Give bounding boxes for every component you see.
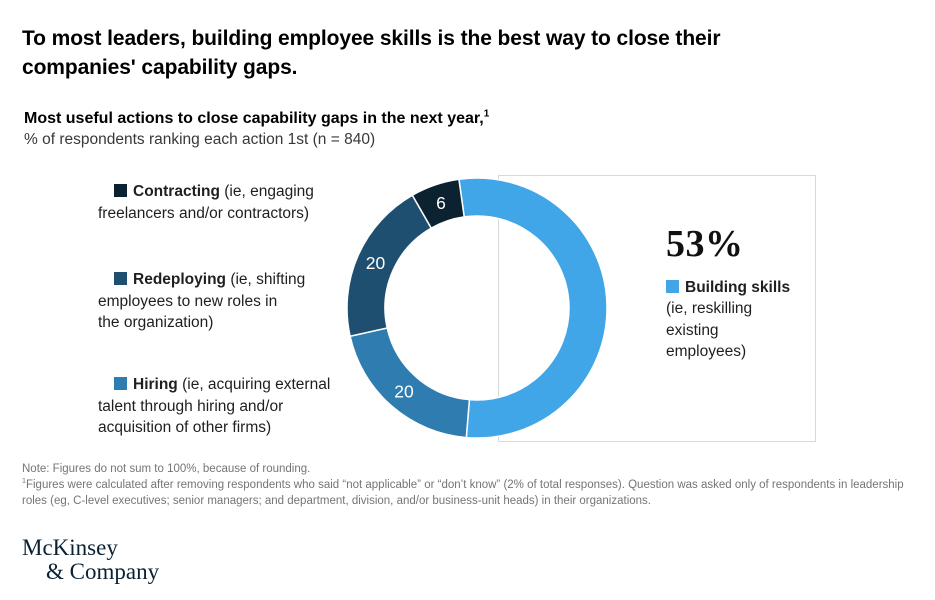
footnote-marker: 1 <box>22 477 26 486</box>
donut-slice <box>458 177 608 439</box>
legend-desc-lines: talent through hiring and/or acquisition … <box>98 396 383 439</box>
text-line: talent through hiring and/or <box>98 397 284 415</box>
legend-line: Redeploying (ie, shifting <box>98 269 383 291</box>
legend-label: Redeploying <box>133 271 227 288</box>
highlight-building-skills: 53% Building skills (ie, reskilling exist… <box>666 224 806 363</box>
footnote-text: Figures were calculated after removing r… <box>22 479 904 507</box>
text-line: employees to new roles in <box>98 292 278 310</box>
legend-item-hiring: Hiring (ie, acquiring external talent th… <box>98 374 383 439</box>
slice-value-label: 20 <box>394 382 414 402</box>
building-skills-swatch-icon <box>666 280 679 293</box>
text-line: the organization) <box>98 314 214 331</box>
highlight-value: 53% <box>666 223 744 265</box>
highlight-legend-line: Building skills <box>666 277 806 298</box>
legend-line: Hiring (ie, acquiring external <box>98 374 383 396</box>
legend-desc: (ie, acquiring external <box>177 376 331 393</box>
highlight-label: Building skills <box>685 279 791 296</box>
legend-desc-lines: employees to new roles in the organizatio… <box>98 291 383 334</box>
mckinsey-logo: McKinsey & Company <box>22 536 282 584</box>
footnotes: Note: Figures do not sum to 100%, becaus… <box>22 461 919 509</box>
chart-subtitle: Most useful actions to close capability … <box>24 108 724 150</box>
page-title: To most leaders, building employee skill… <box>22 27 721 79</box>
slice-value-label: 6 <box>436 193 446 213</box>
legend-label: Contracting <box>133 183 220 200</box>
legend-item-redeploying: Redeploying (ie, shifting employees to n… <box>98 269 383 334</box>
donut-slice <box>411 178 466 230</box>
chart-heading-text: Most useful actions to close capability … <box>24 110 484 127</box>
hiring-swatch-icon <box>114 377 127 390</box>
text-line: employees) <box>666 343 747 360</box>
footnote-marker: 1 <box>483 108 490 120</box>
logo-line-2: & Company <box>46 559 160 584</box>
text-line: existing <box>666 321 719 339</box>
logo-line-1: McKinsey <box>22 535 118 560</box>
chart-heading: Most useful actions to close capability … <box>24 108 724 129</box>
legend-item-contracting: Contracting (ie, engaging freelancers an… <box>98 181 383 224</box>
legend-label: Hiring <box>133 376 178 393</box>
slice-value-label: 20 <box>366 253 386 273</box>
highlight-desc: (ie, reskilling existing employees) <box>666 298 806 363</box>
text-line: freelancers and/or contractors) <box>98 204 310 222</box>
donut-chart: 20 20 6 <box>342 173 612 443</box>
contracting-swatch-icon <box>114 184 127 197</box>
footnote-line: 1Figures were calculated after removing … <box>22 477 919 509</box>
text-line: acquisition of other firms) <box>98 419 272 436</box>
legend-desc-lines: freelancers and/or contractors) <box>98 203 383 225</box>
legend-desc: (ie, engaging <box>219 183 314 200</box>
legend-desc: (ie, shifting <box>226 271 306 288</box>
text-line: (ie, reskilling <box>666 300 753 317</box>
donut-slice <box>346 194 433 338</box>
chart-unit-label: % of respondents ranking each action 1st… <box>24 131 376 148</box>
note-line: Note: Figures do not sum to 100%, becaus… <box>22 463 311 475</box>
legend-line: Contracting (ie, engaging <box>98 181 383 203</box>
redeploying-swatch-icon <box>114 272 127 285</box>
